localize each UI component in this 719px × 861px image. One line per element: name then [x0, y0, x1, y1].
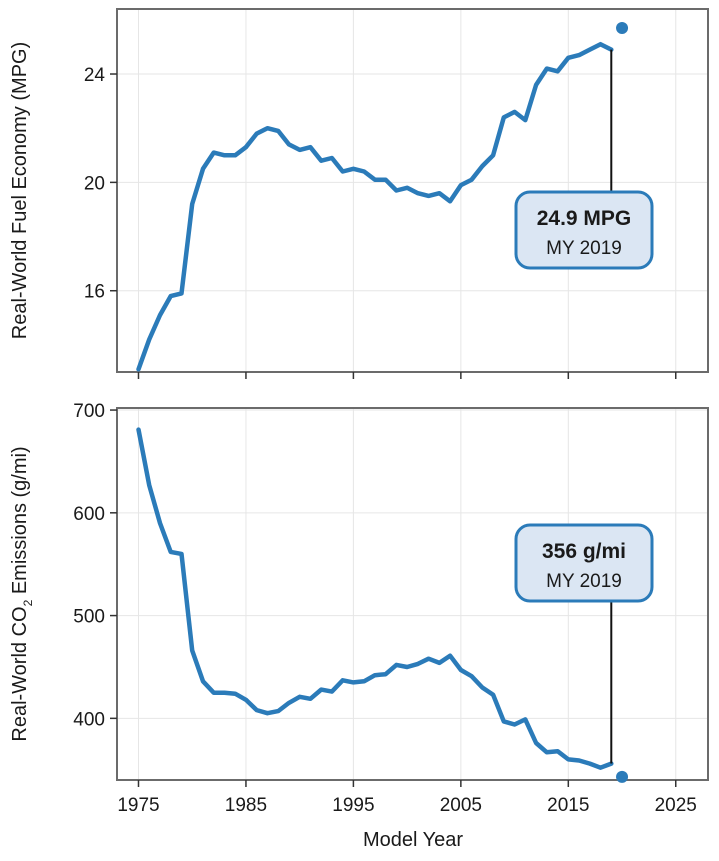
highlight-point — [616, 21, 629, 34]
x-tick-label: 1975 — [117, 795, 159, 816]
x-tick-label: 1985 — [225, 795, 267, 816]
x-tick-label: 2015 — [547, 795, 589, 816]
y-tick-label: 20 — [84, 173, 105, 194]
y-tick-label: 700 — [73, 401, 105, 422]
x-tick-label: 1995 — [332, 795, 374, 816]
co2-series-line — [136, 427, 614, 770]
plot-frame — [116, 8, 709, 373]
callout-value: 24.9 MPG — [537, 207, 632, 230]
y-tick-label: 400 — [73, 709, 105, 730]
x-tick-label: 2025 — [655, 795, 697, 816]
fuel-series-line — [136, 41, 614, 372]
callout-box — [514, 523, 654, 603]
highlight-point — [616, 770, 629, 783]
callout-model-year: MY 2019 — [546, 238, 622, 259]
fuel-economy-panel: 16 20 24 Real-World Fuel Economy (MPG) 24.9 … — [9, 8, 709, 379]
x-tick-label: 2005 — [440, 795, 482, 816]
callout-value: 356 g/mi — [542, 540, 626, 563]
x-axis-title: Model Year — [363, 829, 463, 851]
y-axis-title: Real-World Fuel Economy (MPG) — [9, 42, 31, 339]
callout-box — [514, 190, 654, 270]
co2-emissions-panel: 400 500 600 700 1975 1985 1995 2005 2015 2025 Real… — [9, 401, 709, 816]
plot-frame — [116, 407, 709, 781]
y-tick-label: 24 — [84, 65, 106, 86]
y-tick-label: 500 — [73, 607, 105, 628]
y-axis-title: Real-World CO2 Emissions (g/mi) — [9, 446, 35, 741]
y-tick-label: 600 — [73, 504, 105, 525]
callout-model-year: MY 2019 — [546, 571, 622, 592]
y-tick-label: 16 — [84, 282, 105, 303]
